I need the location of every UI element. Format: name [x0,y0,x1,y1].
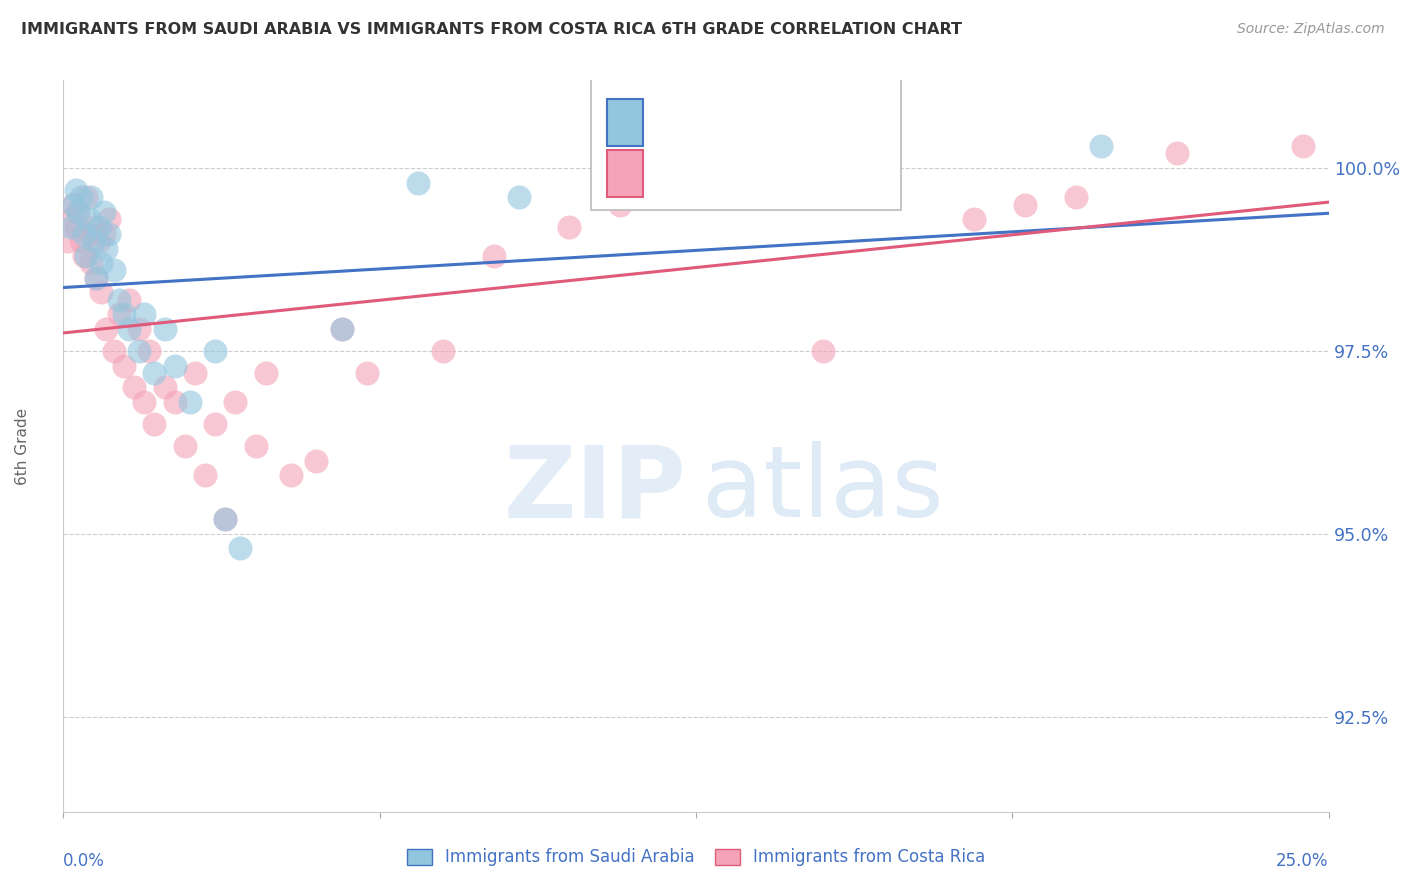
Point [103,343,125,358]
Point [1292,139,1315,153]
Point [128,343,150,358]
FancyBboxPatch shape [607,150,643,197]
Point [1014,197,1036,211]
Text: atlas: atlas [702,442,943,539]
Text: 0.0%: 0.0% [63,852,105,870]
Point [77,227,100,241]
Point [163,395,186,409]
Text: 25.0%: 25.0% [1277,852,1329,870]
Point [280,468,302,483]
Point [59,212,82,227]
Point [87,234,110,248]
Point [84,270,107,285]
Point [84,270,107,285]
Point [143,417,166,431]
Point [96,242,118,256]
Point [67,205,90,219]
Point [214,512,236,526]
Point [58,234,80,248]
Point [70,190,93,204]
Point [204,343,226,358]
Point [122,380,145,394]
FancyBboxPatch shape [591,75,901,211]
Point [710,183,733,197]
Legend: Immigrants from Saudi Arabia, Immigrants from Costa Rica: Immigrants from Saudi Arabia, Immigrants… [401,841,991,873]
Point [432,343,454,358]
Point [65,219,87,234]
Point [204,417,226,431]
Point [1064,190,1087,204]
Point [128,322,150,336]
Point [67,205,90,219]
Point [108,293,131,307]
Point [1166,146,1188,161]
Point [83,234,105,248]
Point [811,343,834,358]
Text: IMMIGRANTS FROM SAUDI ARABIA VS IMMIGRANTS FROM COSTA RICA 6TH GRADE CORRELATION: IMMIGRANTS FROM SAUDI ARABIA VS IMMIGRAN… [21,22,962,37]
Point [112,359,135,373]
Point [70,234,93,248]
Point [609,197,631,211]
Point [80,190,103,204]
Point [62,197,84,211]
Point [83,219,105,234]
Point [330,322,353,336]
Text: R = 0.480   N = 51: R = 0.480 N = 51 [648,154,818,172]
Point [72,249,94,263]
Point [90,285,112,300]
FancyBboxPatch shape [607,99,643,146]
Point [330,322,353,336]
Point [179,395,201,409]
Text: Source: ZipAtlas.com: Source: ZipAtlas.com [1237,22,1385,37]
Point [93,227,115,241]
Point [103,263,125,277]
Point [482,249,505,263]
Point [214,512,236,526]
Point [75,190,97,204]
Point [118,293,141,307]
Point [97,227,120,241]
Point [93,205,115,219]
Point [153,322,176,336]
Point [118,322,141,336]
Point [96,322,118,336]
Point [112,307,135,321]
Point [508,190,530,204]
Point [97,212,120,227]
Point [194,468,217,483]
Point [224,395,246,409]
Point [184,366,207,380]
Point [558,219,581,234]
Point [305,453,328,467]
Point [75,249,97,263]
Text: 6th Grade: 6th Grade [15,408,31,484]
Point [1090,139,1112,153]
Point [963,212,986,227]
Text: R = 0.288   N = 33: R = 0.288 N = 33 [648,101,818,119]
Point [90,256,112,270]
Point [77,212,100,227]
Text: ZIP: ZIP [503,442,686,539]
Point [59,219,82,234]
Point [134,395,156,409]
Point [356,366,378,380]
Point [138,343,160,358]
Point [153,380,176,394]
Point [173,439,195,453]
Point [143,366,166,380]
Point [254,366,277,380]
Point [87,219,110,234]
Point [163,359,186,373]
Point [65,183,87,197]
Point [62,197,84,211]
Point [108,307,131,321]
Point [229,541,252,556]
Point [406,176,429,190]
Point [134,307,156,321]
Point [245,439,267,453]
Point [72,227,94,241]
Point [80,256,103,270]
